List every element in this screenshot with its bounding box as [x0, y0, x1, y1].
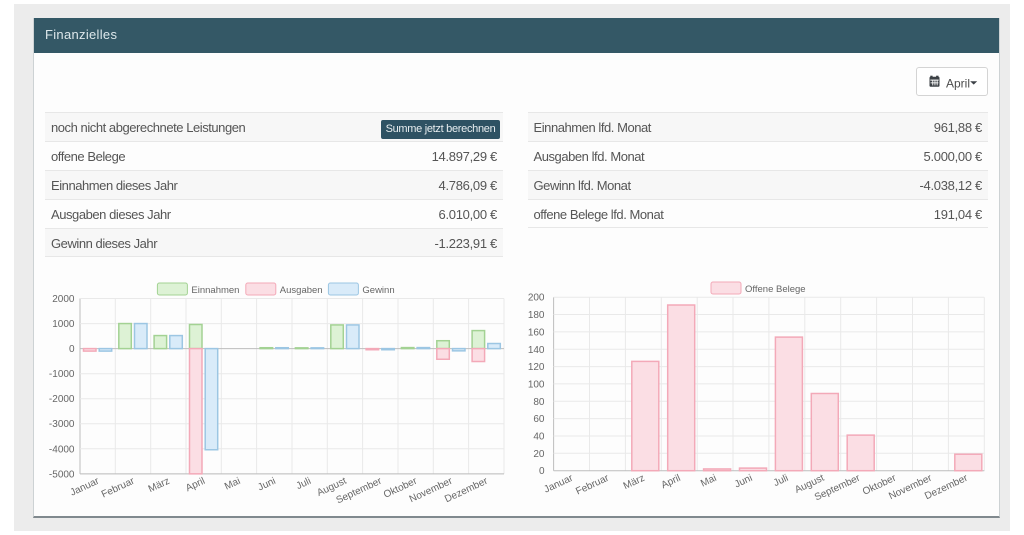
svg-text:April: April	[946, 76, 970, 90]
